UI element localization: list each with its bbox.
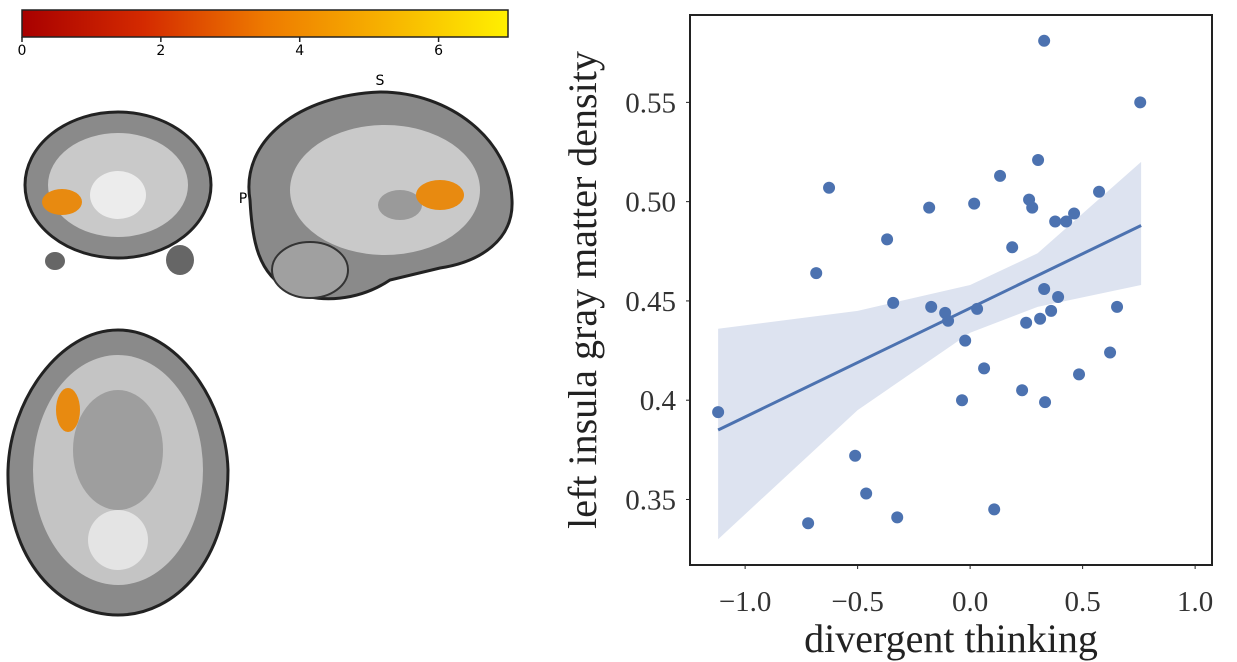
y-tick-label: 0.4 <box>640 385 677 417</box>
tick-label: 0 <box>18 43 27 59</box>
data-point <box>925 301 937 313</box>
data-point <box>971 303 983 315</box>
data-point <box>1134 96 1146 108</box>
data-point <box>891 511 903 523</box>
data-point <box>1052 291 1064 303</box>
figure: S P 0 2 4 6 −1.0 −0.5 0.0 0.5 1.0 0.35 0.4 0.45 0.5… <box>0 0 1237 662</box>
data-point <box>923 202 935 214</box>
colorbar: 0 2 4 6 <box>18 10 508 59</box>
y-tick-label: 0.50 <box>625 187 676 219</box>
x-tick-label: 0.0 <box>952 586 988 618</box>
x-tick-label: −0.5 <box>831 586 884 618</box>
data-point <box>881 233 893 245</box>
data-point <box>994 170 1006 182</box>
data-point <box>810 267 822 279</box>
confidence-band <box>718 162 1141 539</box>
x-axis-label: divergent thinking <box>804 616 1098 661</box>
x-tick-label: 0.5 <box>1065 586 1101 618</box>
data-point <box>1049 215 1061 227</box>
data-point <box>1111 301 1123 313</box>
data-point <box>1034 313 1046 325</box>
tick-label: 6 <box>434 43 443 59</box>
axial-view <box>8 330 228 615</box>
tick-label: 2 <box>156 43 165 59</box>
data-point <box>978 362 990 374</box>
x-tick-label: −1.0 <box>719 586 772 618</box>
y-tick-label: 0.35 <box>625 484 676 516</box>
data-point <box>712 406 724 418</box>
data-point <box>1038 35 1050 47</box>
data-point <box>1093 186 1105 198</box>
data-point <box>1032 154 1044 166</box>
orientation-label: S <box>376 73 385 89</box>
data-point <box>1068 208 1080 220</box>
data-point <box>959 335 971 347</box>
data-point <box>1073 368 1085 380</box>
data-point <box>802 517 814 529</box>
data-point <box>849 450 861 462</box>
data-point <box>1104 347 1116 359</box>
sagittal-view: S P <box>239 73 512 299</box>
data-point <box>942 315 954 327</box>
coronal-view <box>25 112 211 275</box>
data-point <box>1020 317 1032 329</box>
data-point <box>860 488 872 500</box>
data-point <box>956 394 968 406</box>
data-point <box>1038 283 1050 295</box>
data-point <box>1045 305 1057 317</box>
data-point <box>1016 384 1028 396</box>
scatter-plot: −1.0 −0.5 0.0 0.5 1.0 0.35 0.4 0.45 0.50 0.55 dive… <box>560 15 1213 661</box>
data-point <box>968 198 980 210</box>
colorbar-gradient <box>22 10 508 37</box>
orientation-label: P <box>239 191 247 207</box>
data-point <box>1006 241 1018 253</box>
data-point <box>988 503 1000 515</box>
tick-label: 4 <box>295 43 304 59</box>
x-tick-label: 1.0 <box>1177 586 1213 618</box>
y-tick-label: 0.55 <box>625 87 676 119</box>
y-tick-label: 0.45 <box>625 286 676 318</box>
data-point <box>1026 202 1038 214</box>
data-point <box>1039 396 1051 408</box>
y-axis-label: left insula gray matter density <box>560 51 605 529</box>
data-point <box>823 182 835 194</box>
data-point <box>887 297 899 309</box>
